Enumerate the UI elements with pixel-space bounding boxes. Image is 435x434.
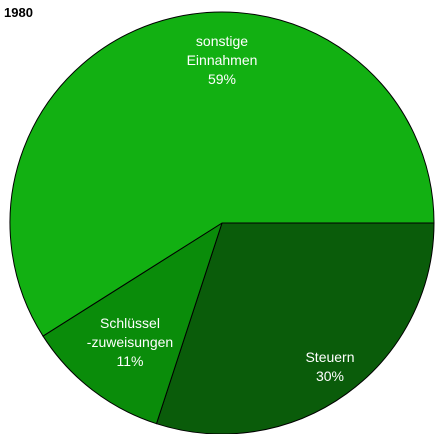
pie-slice (42, 221, 223, 425)
slice-label: Schlüssel -zuweisungen (87, 315, 173, 350)
pie-slice (155, 222, 435, 434)
chart-title: 1980 (4, 5, 33, 20)
pie-slice (9, 11, 435, 337)
value-label: 30% (316, 368, 344, 384)
slice-label: sonstige Einnahmen (187, 33, 258, 68)
value-label: 59% (208, 71, 236, 87)
value-label: 11% (117, 353, 144, 369)
slice-label: Steuern (305, 349, 354, 365)
